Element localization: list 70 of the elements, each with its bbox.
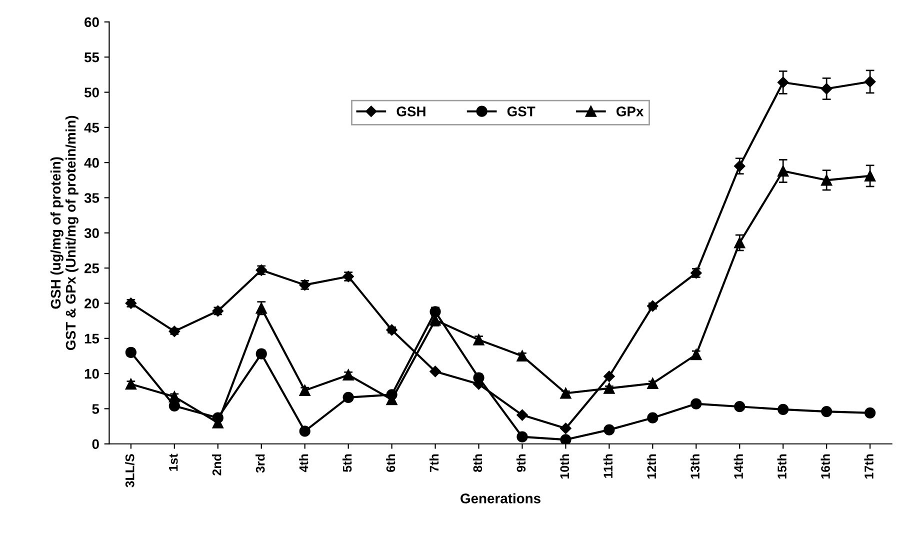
point	[604, 370, 615, 382]
y-tick-label: 15	[84, 334, 100, 344]
x-tick-label: 5th	[342, 454, 352, 472]
point	[821, 406, 832, 418]
x-tick-label: 13th	[690, 454, 700, 479]
point	[604, 382, 615, 394]
y-tick-label: 20	[84, 298, 99, 308]
point	[430, 366, 441, 378]
point	[778, 404, 789, 415]
y-tick-label: 55	[84, 52, 100, 62]
x-tick-label: 1st	[169, 454, 178, 471]
legend-label: GST	[507, 106, 536, 116]
point	[864, 170, 876, 182]
point	[778, 165, 789, 177]
point	[734, 237, 746, 248]
point	[604, 424, 615, 436]
x-tick-label: 10th	[560, 454, 570, 479]
x-tick-label: 11th	[603, 454, 613, 478]
point	[256, 348, 267, 360]
point	[820, 83, 832, 94]
y-tick-label: 40	[84, 158, 99, 168]
x-tick-label: 17th	[864, 454, 874, 479]
x-axis-title: Generations	[460, 493, 540, 504]
point	[473, 334, 484, 346]
x-tick-label: 4th	[299, 454, 308, 472]
y-tick-label: 60	[84, 17, 99, 28]
point	[342, 369, 354, 381]
y-tick-label: 50	[84, 88, 99, 98]
point	[647, 300, 658, 312]
y-tick-label: 35	[84, 193, 100, 203]
point	[342, 392, 354, 404]
x-tick-label: 3rd	[256, 454, 265, 473]
point	[864, 407, 876, 418]
y-tick-label: 25	[84, 263, 100, 274]
point	[516, 350, 528, 362]
point	[516, 409, 528, 421]
y-tick-label: 30	[84, 228, 99, 238]
x-tick-label: 6th	[386, 454, 396, 472]
x-tick-label: 14th	[734, 454, 743, 479]
point	[647, 412, 658, 424]
x-tick-label: 3LL/S	[125, 454, 134, 488]
x-tick-label: 15th	[777, 454, 786, 479]
point	[734, 160, 746, 172]
point	[647, 378, 658, 389]
point	[516, 431, 528, 442]
y-tick-label: 10	[84, 368, 99, 379]
x-tick-label: 12th	[646, 454, 656, 479]
x-tick-label: 8th	[472, 454, 482, 472]
x-tick-label: 2nd	[212, 454, 222, 476]
point	[299, 426, 310, 437]
x-tick-label: 9th	[516, 454, 526, 472]
legend-label: GSH	[396, 106, 426, 116]
point	[560, 422, 572, 434]
point	[473, 372, 484, 384]
point	[864, 76, 876, 88]
point	[560, 434, 572, 444]
y-tick-label: 5	[92, 404, 100, 414]
x-tick-label: 16th	[820, 454, 830, 479]
y-tick-label: 0	[92, 439, 99, 450]
legend-label: GPx	[616, 106, 644, 116]
point	[778, 76, 789, 88]
point	[386, 324, 398, 336]
point	[690, 349, 702, 360]
y-axis-title: GSH (ug/mg of protein) GST & GPx (Unit/mg of protein/min)	[50, 116, 78, 350]
point	[734, 401, 746, 412]
point	[690, 398, 702, 410]
y-tick-label: 45	[84, 122, 100, 133]
point	[821, 174, 832, 186]
point	[560, 388, 572, 399]
x-tick-label: 7th	[429, 454, 439, 472]
